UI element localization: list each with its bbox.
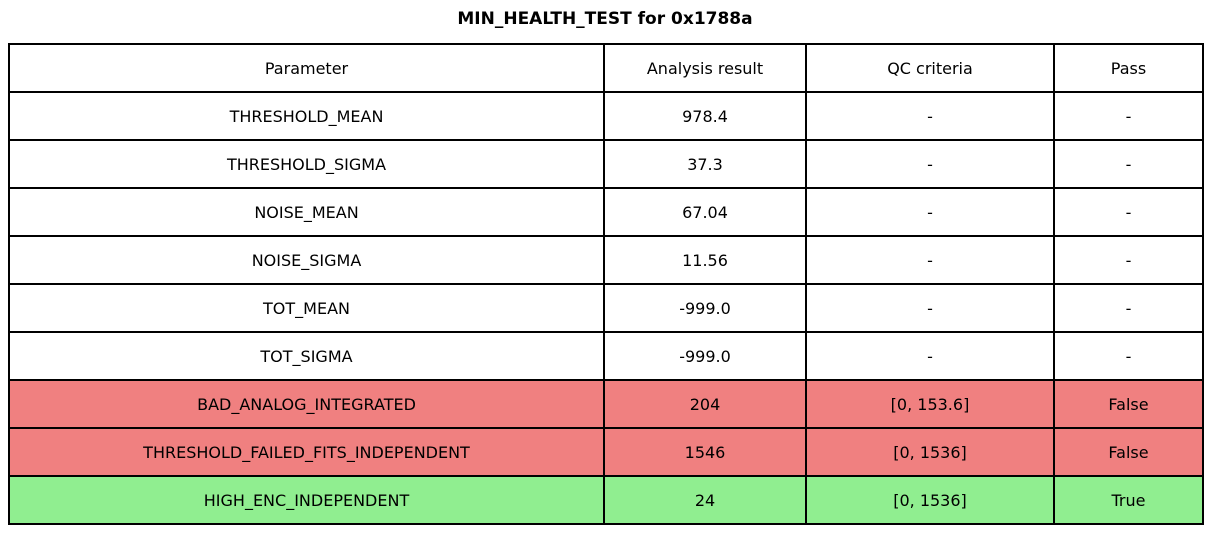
cell-qc-criteria: - (805, 91, 1055, 141)
cell-analysis-result: -999.0 (603, 283, 807, 333)
cell-parameter: TOT_MEAN (8, 283, 605, 333)
table-row: THRESHOLD_MEAN 978.4- - (8, 91, 1204, 141)
table-title: MIN_HEALTH_TEST for 0x1788a (457, 9, 753, 29)
cell-parameter: THRESHOLD_SIGMA (8, 139, 605, 189)
cell-pass: - (1053, 139, 1204, 189)
table-body: THRESHOLD_MEAN 978.4- - THRESHOLD_SIGMA 37.3… (8, 91, 1204, 525)
cell-parameter: NOISE_SIGMA (8, 235, 605, 285)
col-header-analysis-result: Analysis result (603, 43, 807, 93)
cell-pass: - (1053, 187, 1204, 237)
col-header-qc-criteria: QC criteria (805, 43, 1055, 93)
cell-parameter: NOISE_MEAN (8, 187, 605, 237)
header-row: Parameter Analysis result QC criteria Pa… (8, 43, 1204, 93)
cell-analysis-result: 37.3 (603, 139, 807, 189)
cell-pass: False (1053, 427, 1204, 477)
cell-qc-criteria: - (805, 283, 1055, 333)
table-row: THRESHOLD_SIGMA 37.3- - (8, 139, 1204, 189)
cell-analysis-result: -999.0 (603, 331, 807, 381)
cell-analysis-result: 204 (603, 379, 807, 429)
table-row: TOT_MEAN -999.0- - (8, 283, 1204, 333)
col-header-pass: Pass (1053, 43, 1204, 93)
cell-qc-criteria: - (805, 331, 1055, 381)
cell-qc-criteria: [0, 1536] (805, 427, 1055, 477)
cell-qc-criteria: - (805, 139, 1055, 189)
cell-qc-criteria: [0, 153.6] (805, 379, 1055, 429)
table-row: HIGH_ENC_INDEPENDENT 24 [0, 1536] True (8, 475, 1204, 525)
cell-qc-criteria: [0, 1536] (805, 475, 1055, 525)
cell-parameter: THRESHOLD_MEAN (8, 91, 605, 141)
table-row: TOT_SIGMA -999.0- - (8, 331, 1204, 381)
table-row: BAD_ANALOG_INTEGRATED 204 [0, 153.6] False (8, 379, 1204, 429)
cell-parameter: HIGH_ENC_INDEPENDENT (8, 475, 605, 525)
cell-pass: - (1053, 91, 1204, 141)
cell-analysis-result: 11.56 (603, 235, 807, 285)
cell-pass: - (1053, 235, 1204, 285)
cell-qc-criteria: - (805, 235, 1055, 285)
cell-qc-criteria: - (805, 187, 1055, 237)
cell-pass: False (1053, 379, 1204, 429)
cell-pass: True (1053, 475, 1204, 525)
table-row: THRESHOLD_FAILED_FITS_INDEPENDENT 1546 [0,… (8, 427, 1204, 477)
cell-parameter: TOT_SIGMA (8, 331, 605, 381)
cell-parameter: THRESHOLD_FAILED_FITS_INDEPENDENT (8, 427, 605, 477)
cell-analysis-result: 978.4 (603, 91, 807, 141)
qc-results-table: Parameter Analysis result QC criteria Pa… (8, 43, 1204, 525)
table-row: NOISE_SIGMA 11.56- - (8, 235, 1204, 285)
cell-analysis-result: 24 (603, 475, 807, 525)
col-header-parameter: Parameter (8, 43, 605, 93)
table-row: NOISE_MEAN 67.04- - (8, 187, 1204, 237)
cell-analysis-result: 67.04 (603, 187, 807, 237)
cell-pass: - (1053, 331, 1204, 381)
cell-pass: - (1053, 283, 1204, 333)
cell-analysis-result: 1546 (603, 427, 807, 477)
cell-parameter: BAD_ANALOG_INTEGRATED (8, 379, 605, 429)
